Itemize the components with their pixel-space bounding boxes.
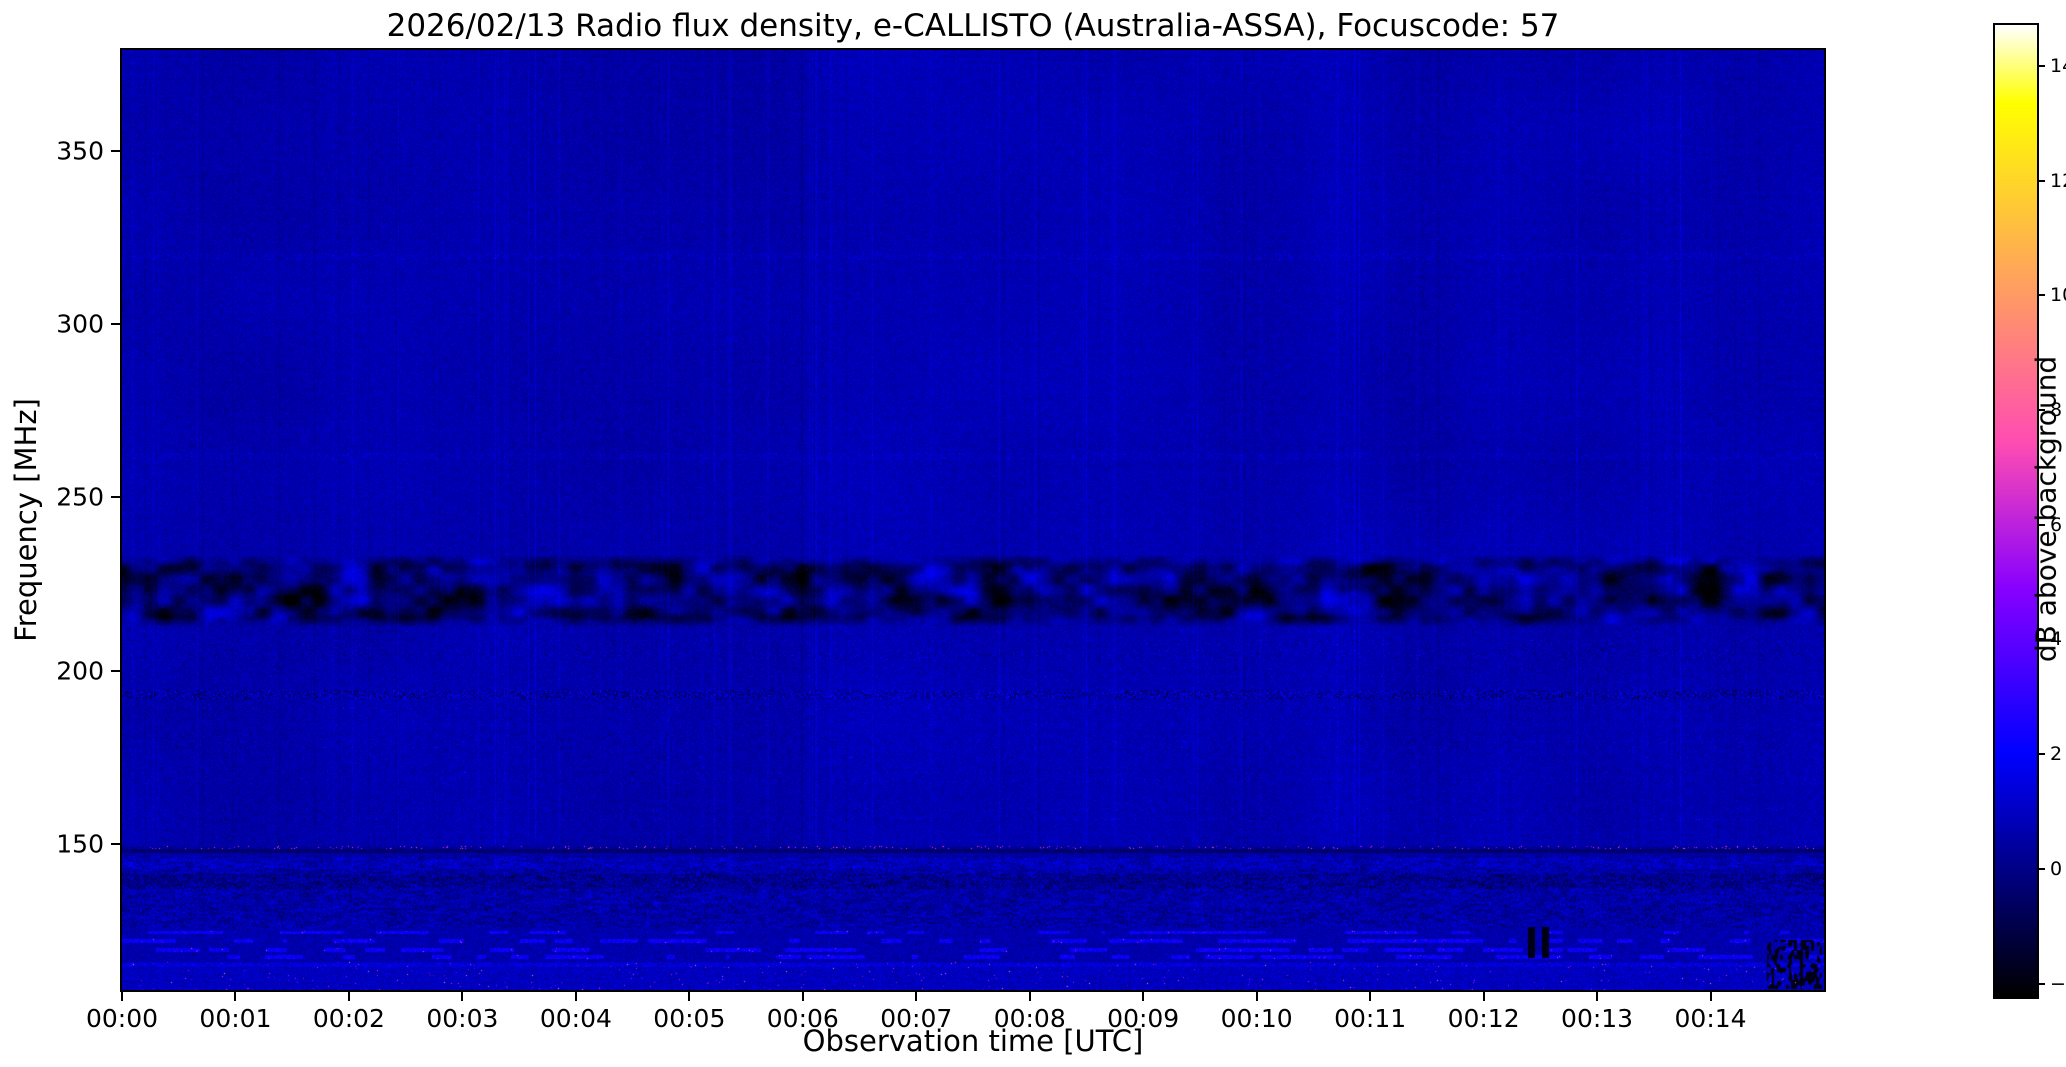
- y-tick-mark: [111, 669, 120, 672]
- colorbar-tick-mark: [2037, 294, 2045, 297]
- x-tick-label: 00:05: [653, 1004, 726, 1033]
- x-tick-mark: [801, 992, 804, 1001]
- x-tick-mark: [688, 992, 691, 1001]
- colorbar-tick-mark: [2037, 982, 2045, 985]
- x-tick-mark: [1482, 992, 1485, 1001]
- x-tick-label: 00:10: [1220, 1004, 1293, 1033]
- colorbar-tick-mark: [2037, 409, 2045, 412]
- colorbar-tick-label: 6: [2050, 513, 2063, 536]
- x-tick-label: 00:11: [1334, 1004, 1407, 1033]
- x-tick-label: 00:07: [880, 1004, 953, 1033]
- colorbar-tick-mark: [2037, 179, 2045, 182]
- x-tick-mark: [234, 992, 237, 1001]
- y-tick-mark: [111, 496, 120, 499]
- colorbar-label: dB above background: [2029, 355, 2063, 663]
- x-tick-mark: [1369, 992, 1372, 1001]
- x-tick-mark: [347, 992, 350, 1001]
- x-tick-mark: [574, 992, 577, 1001]
- colorbar-tick-label: 8: [2050, 399, 2063, 422]
- x-tick-label: 00:13: [1561, 1004, 1634, 1033]
- colorbar-tick-mark: [2037, 867, 2045, 870]
- y-tick-label: 150: [56, 829, 104, 859]
- y-tick-label: 300: [56, 309, 104, 339]
- x-axis-label: Observation time [UTC]: [802, 1024, 1144, 1058]
- colorbar-tick-mark: [2037, 638, 2045, 641]
- x-tick-mark: [915, 992, 918, 1001]
- y-tick-label: 200: [56, 656, 104, 686]
- x-tick-mark: [1596, 992, 1599, 1001]
- colorbar-tick-label: 2: [2050, 743, 2063, 766]
- x-tick-label: 00:09: [1107, 1004, 1180, 1033]
- chart-title: 2026/02/13 Radio flux density, e-CALLIST…: [386, 8, 1560, 44]
- x-tick-mark: [121, 992, 123, 1001]
- x-tick-label: 00:08: [993, 1004, 1066, 1033]
- y-tick-label: 250: [56, 482, 104, 512]
- y-tick-mark: [111, 843, 120, 846]
- x-tick-label: 00:02: [312, 1004, 385, 1033]
- colorbar-tick-mark: [2037, 753, 2045, 756]
- x-tick-label: 00:01: [199, 1004, 272, 1033]
- x-tick-label: 00:12: [1447, 1004, 1520, 1033]
- colorbar-tick-label: −2: [2050, 972, 2066, 995]
- x-tick-mark: [1142, 992, 1145, 1001]
- x-tick-mark: [1028, 992, 1031, 1001]
- colorbar: [1993, 23, 2039, 999]
- colorbar-tick-label: 14: [2050, 55, 2066, 77]
- colorbar-tick-label: 10: [2050, 284, 2066, 307]
- x-tick-label: 00:14: [1674, 1004, 1747, 1033]
- x-tick-mark: [1709, 992, 1712, 1001]
- y-axis-label: Frequency [MHz]: [9, 398, 43, 642]
- y-tick-label: 350: [56, 136, 104, 166]
- colorbar-gradient: [1995, 25, 2037, 997]
- x-tick-mark: [461, 992, 464, 1001]
- y-tick-mark: [111, 149, 120, 152]
- x-tick-label: 00:00: [85, 1004, 159, 1033]
- colorbar-tick-label: 12: [2050, 169, 2066, 192]
- x-tick-mark: [1255, 992, 1258, 1001]
- colorbar-tick-mark: [2037, 523, 2045, 526]
- colorbar-tick-label: 4: [2050, 628, 2063, 651]
- colorbar-tick-label: 0: [2050, 857, 2063, 880]
- spectrogram-canvas: [122, 50, 1824, 990]
- y-tick-mark: [111, 323, 120, 326]
- x-tick-label: 00:06: [766, 1004, 839, 1033]
- x-tick-label: 00:03: [426, 1004, 499, 1033]
- x-tick-label: 00:04: [539, 1004, 612, 1033]
- plot-area: [120, 48, 1826, 992]
- colorbar-tick-mark: [2037, 65, 2045, 67]
